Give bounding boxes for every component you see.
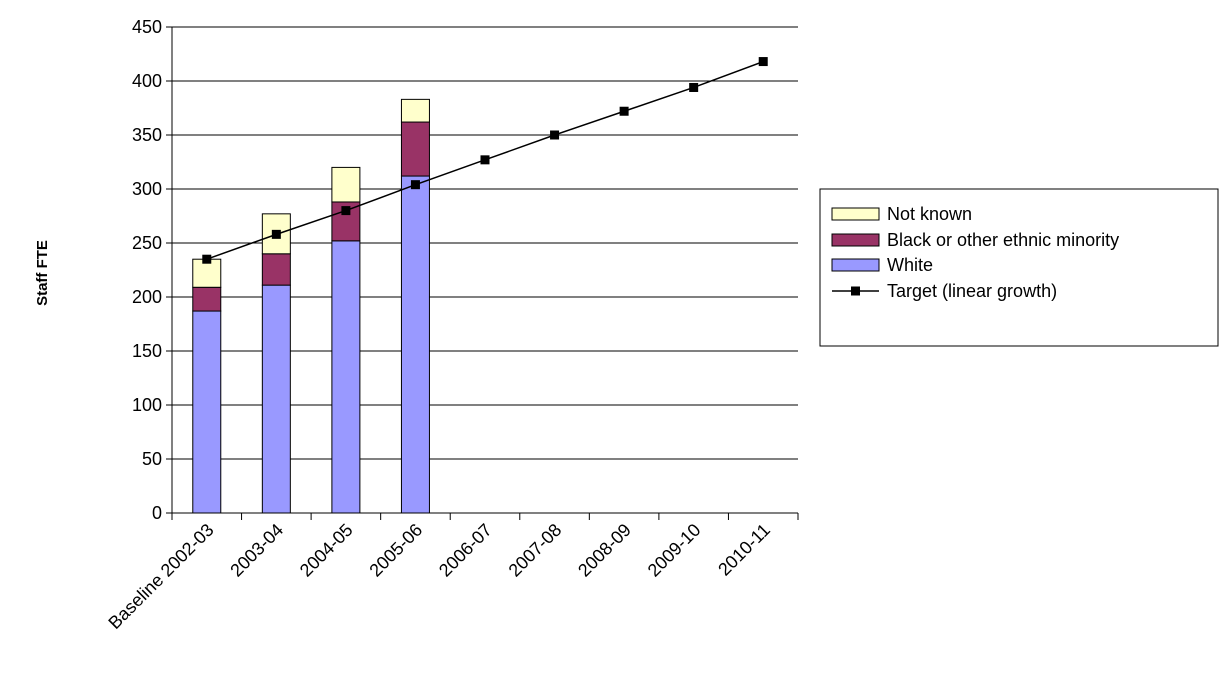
target-point bbox=[619, 106, 629, 116]
y-tick-label: 450 bbox=[132, 17, 162, 37]
legend-label: White bbox=[887, 255, 933, 275]
x-tick-label: 2004-05 bbox=[296, 520, 357, 581]
legend-label: Target (linear growth) bbox=[887, 281, 1057, 301]
x-tick-label: 2007-08 bbox=[505, 520, 566, 581]
x-tick-label: 2003-04 bbox=[226, 520, 287, 581]
legend-box bbox=[819, 188, 1219, 347]
legend-swatch bbox=[831, 207, 880, 221]
bar-segment bbox=[261, 284, 291, 514]
bar-segment bbox=[400, 98, 430, 123]
y-tick-label: 250 bbox=[132, 233, 162, 253]
legend-swatch bbox=[831, 258, 880, 272]
bar-segment bbox=[331, 240, 361, 514]
y-tick-label: 400 bbox=[132, 71, 162, 91]
y-tick-label: 200 bbox=[132, 287, 162, 307]
target-point bbox=[410, 180, 420, 190]
legend-swatch bbox=[831, 233, 880, 247]
legend-marker bbox=[851, 286, 860, 296]
bar-segment bbox=[400, 175, 430, 514]
x-tick-label: 2009-10 bbox=[644, 520, 705, 581]
bar-segment bbox=[192, 310, 222, 514]
bar-segment bbox=[261, 253, 291, 286]
target-point bbox=[341, 206, 351, 216]
line-layer bbox=[202, 57, 768, 264]
y-tick-label: 50 bbox=[142, 449, 162, 469]
target-point bbox=[480, 155, 490, 165]
legend: Not known Black or other ethnic minority W… bbox=[819, 188, 1219, 347]
y-tick-label: 300 bbox=[132, 179, 162, 199]
y-tick-label: 150 bbox=[132, 341, 162, 361]
target-point bbox=[758, 57, 768, 67]
target-point bbox=[202, 254, 212, 264]
target-point bbox=[550, 130, 560, 140]
x-tick-label: 2010-11 bbox=[714, 520, 774, 580]
x-tick-label: 2008-09 bbox=[574, 520, 635, 581]
x-tick-label: Baseline 2002-03 bbox=[104, 520, 217, 633]
y-tick-label: 100 bbox=[132, 395, 162, 415]
bars-layer bbox=[192, 98, 430, 514]
target-point bbox=[271, 229, 281, 239]
target-point bbox=[689, 82, 699, 92]
x-tick-label: 2005-06 bbox=[365, 520, 426, 581]
legend-label: Not known bbox=[887, 204, 972, 224]
bar-segment bbox=[400, 121, 430, 177]
legend-label: Black or other ethnic minority bbox=[887, 230, 1119, 250]
bar-segment bbox=[192, 286, 222, 312]
bar-segment bbox=[331, 166, 361, 203]
y-tick-label: 0 bbox=[152, 503, 162, 523]
ylabel-layer: Staff FTE bbox=[34, 240, 51, 306]
x-tick-label: 2006-07 bbox=[435, 520, 496, 581]
y-tick-label: 350 bbox=[132, 125, 162, 145]
y-axis-label: Staff FTE bbox=[34, 240, 51, 306]
